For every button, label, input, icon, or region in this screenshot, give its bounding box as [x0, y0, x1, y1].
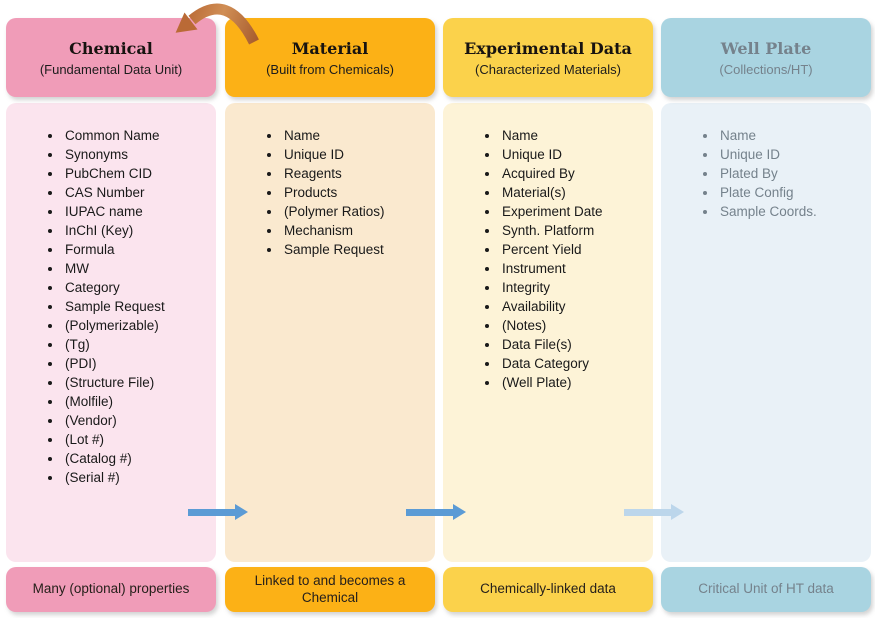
material-footer-note: Linked to and becomes a Chemical	[225, 567, 435, 612]
chemical-footer-note: Many (optional) properties	[6, 567, 216, 612]
chemical-to-material-arrow-icon	[188, 504, 248, 521]
list-item: Experiment Date	[500, 202, 649, 221]
list-item: Mechanism	[282, 221, 431, 240]
list-item: CAS Number	[63, 183, 212, 202]
list-item: (Polymerizable)	[63, 316, 212, 335]
list-item: Plated By	[718, 164, 867, 183]
list-item: Percent Yield	[500, 240, 649, 259]
list-item: (Notes)	[500, 316, 649, 335]
list-item: IUPAC name	[63, 202, 212, 221]
arrow-head	[453, 504, 466, 520]
chemical-header: Chemical (Fundamental Data Unit)	[6, 18, 216, 97]
list-item: Common Name	[63, 126, 212, 145]
material-header: Material (Built from Chemicals)	[225, 18, 435, 97]
list-item: Name	[282, 126, 431, 145]
list-item: Data Category	[500, 354, 649, 373]
list-item: MW	[63, 259, 212, 278]
arrow-shaft	[624, 509, 671, 516]
experimental-data-footer-note: Chemically-linked data	[443, 567, 653, 612]
list-item: Name	[718, 126, 867, 145]
list-item: Data File(s)	[500, 335, 649, 354]
list-item: (Lot #)	[63, 430, 212, 449]
list-item: Sample Request	[282, 240, 431, 259]
experimental-data-subtitle: (Characterized Materials)	[475, 61, 621, 77]
well-plate-properties-panel: Name Unique ID Plated By Plate Config Sa…	[661, 103, 871, 562]
list-item: (Serial #)	[63, 468, 212, 487]
list-item: (Catalog #)	[63, 449, 212, 468]
experimental-to-well-plate-arrow-icon	[624, 504, 684, 521]
experimental-data-properties-panel: Name Unique ID Acquired By Material(s) E…	[443, 103, 653, 562]
material-title: Material	[291, 38, 369, 58]
list-item: Unique ID	[500, 145, 649, 164]
list-item: Integrity	[500, 278, 649, 297]
list-item: Sample Coords.	[718, 202, 867, 221]
material-properties-list: Name Unique ID Reagents Products (Polyme…	[225, 103, 435, 259]
list-item: Products	[282, 183, 431, 202]
list-item: (Well Plate)	[500, 373, 649, 392]
list-item: Sample Request	[63, 297, 212, 316]
well-plate-header: Well Plate (Collections/HT)	[661, 18, 871, 97]
list-item: Plate Config	[718, 183, 867, 202]
well-plate-footer-note: Critical Unit of HT data	[661, 567, 871, 612]
list-item: Instrument	[500, 259, 649, 278]
list-item: PubChem CID	[63, 164, 212, 183]
list-item: Synth. Platform	[500, 221, 649, 240]
chemical-title: Chemical	[69, 38, 153, 58]
arrow-shaft	[188, 509, 235, 516]
column-material: Material (Built from Chemicals) Name Uni…	[225, 0, 435, 618]
list-item: Availability	[500, 297, 649, 316]
list-item: Category	[63, 278, 212, 297]
column-well-plate: Well Plate (Collections/HT) Name Unique …	[661, 0, 871, 618]
experimental-data-title: Experimental Data	[464, 38, 632, 58]
chemical-properties-panel: Common Name Synonyms PubChem CID CAS Num…	[6, 103, 216, 562]
list-item: Name	[500, 126, 649, 145]
list-item: (Vendor)	[63, 411, 212, 430]
arrow-head	[235, 504, 248, 520]
list-item: Unique ID	[282, 145, 431, 164]
list-item: Synonyms	[63, 145, 212, 164]
list-item: Reagents	[282, 164, 431, 183]
chemical-properties-list: Common Name Synonyms PubChem CID CAS Num…	[6, 103, 216, 487]
material-properties-panel: Name Unique ID Reagents Products (Polyme…	[225, 103, 435, 562]
list-item: Acquired By	[500, 164, 649, 183]
arrow-head	[671, 504, 684, 520]
well-plate-properties-list: Name Unique ID Plated By Plate Config Sa…	[661, 103, 871, 221]
list-item: Unique ID	[718, 145, 867, 164]
list-item: (Tg)	[63, 335, 212, 354]
column-experimental-data: Experimental Data (Characterized Materia…	[443, 0, 653, 618]
list-item: (Polymer Ratios)	[282, 202, 431, 221]
column-chemical: Chemical (Fundamental Data Unit) Common …	[6, 0, 216, 618]
material-subtitle: (Built from Chemicals)	[266, 61, 394, 77]
list-item: Formula	[63, 240, 212, 259]
arrow-shaft	[406, 509, 453, 516]
well-plate-title: Well Plate	[720, 38, 812, 58]
well-plate-subtitle: (Collections/HT)	[719, 61, 813, 77]
list-item: (Structure File)	[63, 373, 212, 392]
material-to-experimental-arrow-icon	[406, 504, 466, 521]
experimental-data-properties-list: Name Unique ID Acquired By Material(s) E…	[443, 103, 653, 392]
list-item: (PDI)	[63, 354, 212, 373]
experimental-data-header: Experimental Data (Characterized Materia…	[443, 18, 653, 97]
chemical-subtitle: (Fundamental Data Unit)	[39, 61, 183, 77]
list-item: Material(s)	[500, 183, 649, 202]
list-item: InChI (Key)	[63, 221, 212, 240]
list-item: (Molfile)	[63, 392, 212, 411]
